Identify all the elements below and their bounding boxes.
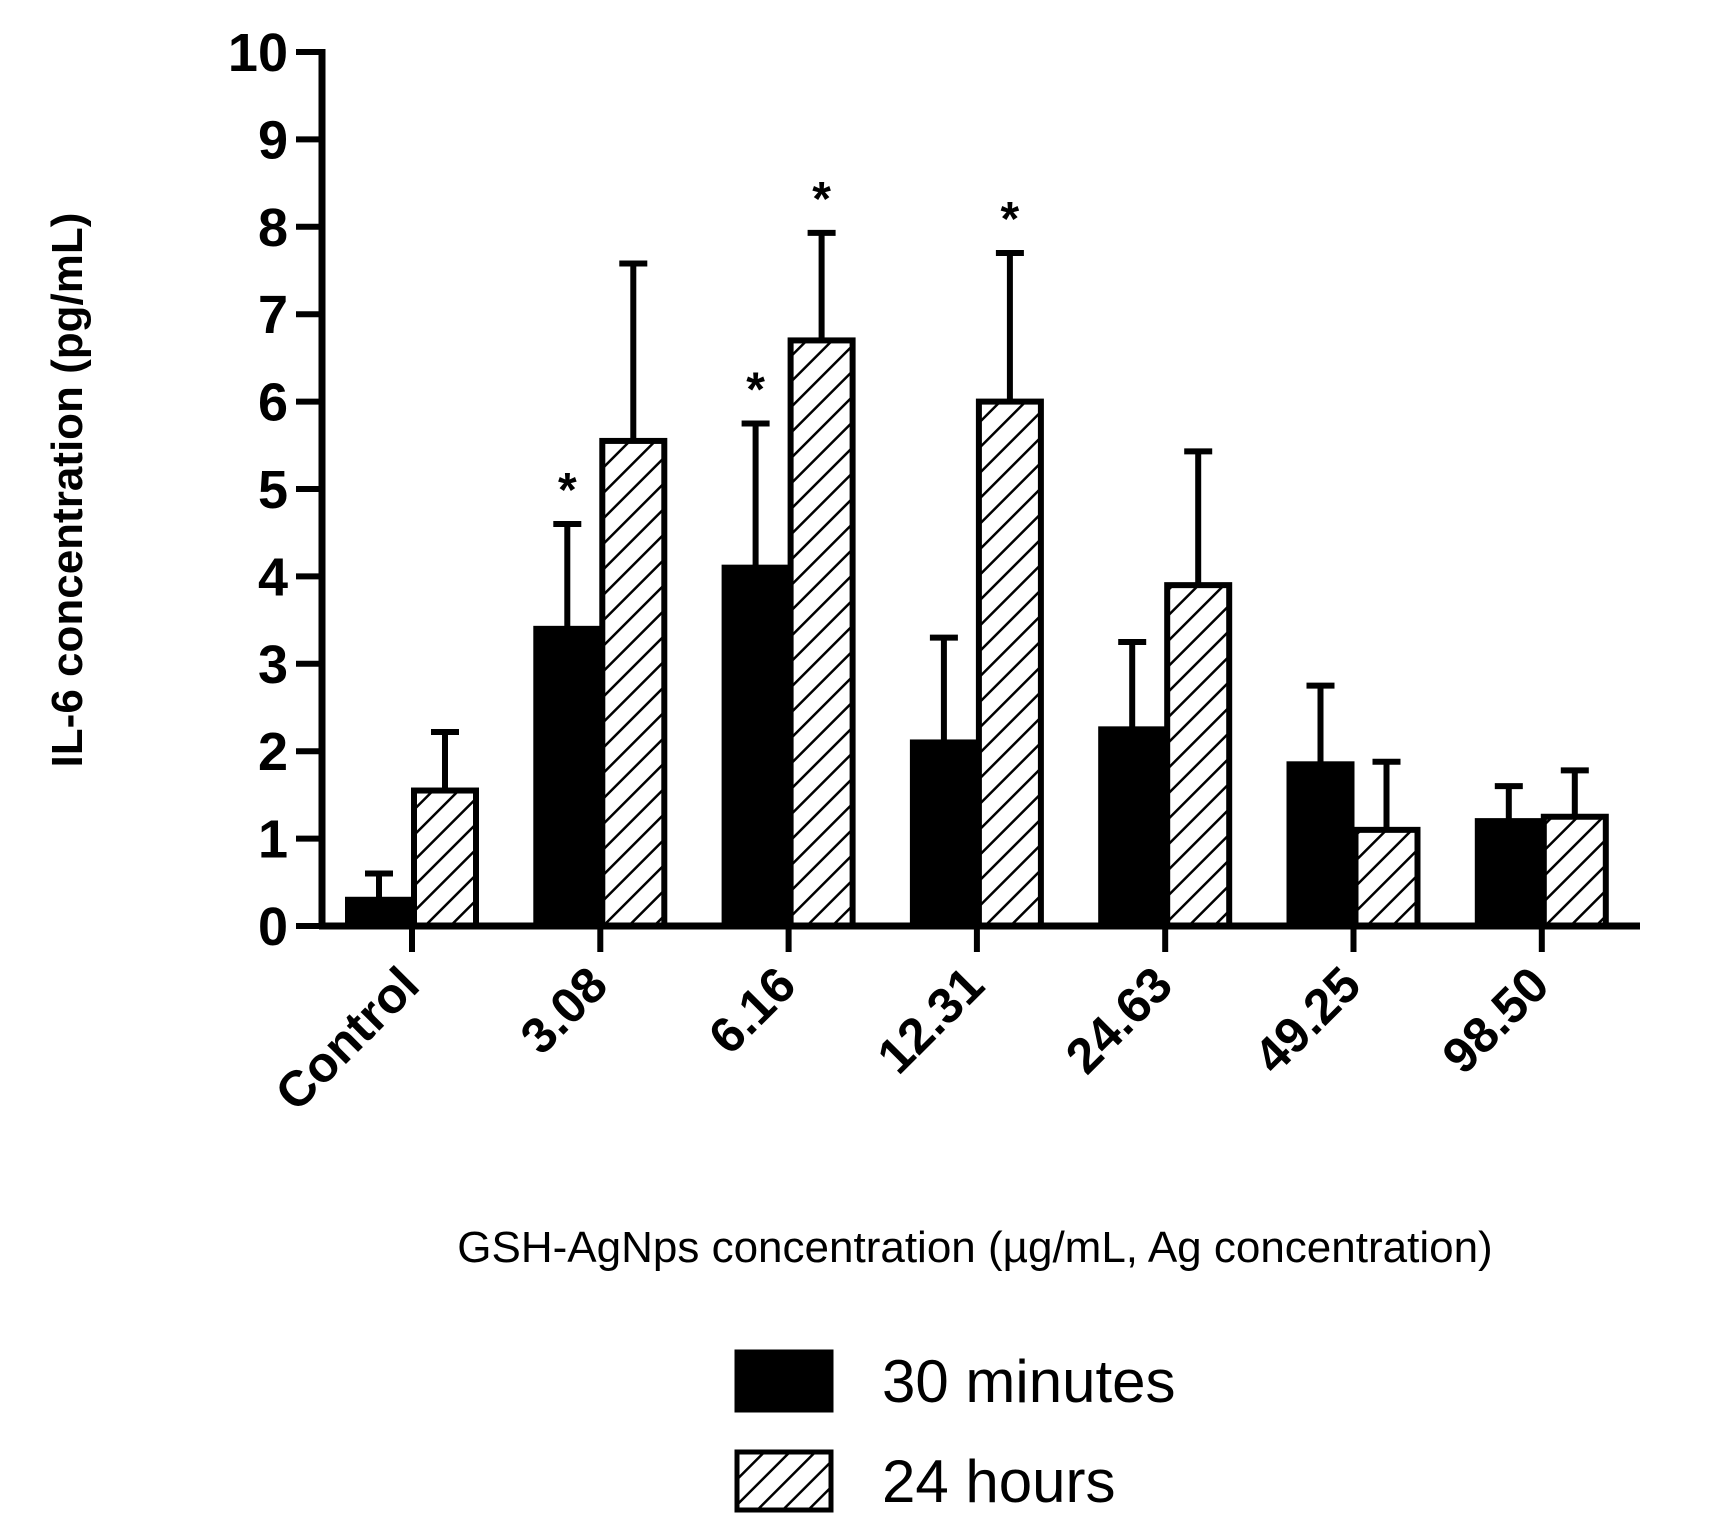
significance-marker: * bbox=[812, 173, 831, 226]
y-tick-label: 5 bbox=[258, 460, 288, 520]
legend: 30 minutes 24 hours bbox=[734, 1348, 1176, 1515]
x-category-label: 98.50 bbox=[1432, 956, 1560, 1084]
bar-24h-0 bbox=[411, 787, 479, 930]
error-bar-30min-1 bbox=[553, 520, 582, 629]
bar-24h-1 bbox=[599, 437, 668, 929]
bar-30min-3 bbox=[909, 739, 978, 930]
x-category-label: 49.25 bbox=[1243, 956, 1371, 1084]
legend-label: 30 minutes bbox=[882, 1348, 1176, 1415]
significance-marker: * bbox=[558, 464, 577, 517]
y-tick-label: 3 bbox=[258, 635, 288, 695]
bar-30min-1 bbox=[533, 625, 602, 930]
error-bars-layer bbox=[365, 229, 1589, 900]
error-bar-24h-1 bbox=[619, 260, 648, 441]
x-axis-label: GSH-AgNps concentration (µg/mL, Ag conce… bbox=[457, 1223, 1492, 1272]
significance-marker: * bbox=[1001, 193, 1020, 246]
bar-30min-6 bbox=[1474, 818, 1543, 929]
bar-24h-5 bbox=[1352, 826, 1421, 929]
error-bar-24h-4 bbox=[1184, 448, 1213, 586]
y-tick-label: 2 bbox=[258, 722, 288, 782]
axes-layer: 0 1 2 3 4 5 6 7 8 9 10 Control 3.08 6.16 12.31 24.63 49.… bbox=[228, 23, 1640, 1121]
bar-24h-3 bbox=[975, 398, 1044, 930]
x-category-label: 24.63 bbox=[1055, 956, 1183, 1084]
error-bar-30min-3 bbox=[929, 634, 958, 743]
error-bar-24h-3 bbox=[995, 250, 1024, 402]
bar-30min-0 bbox=[345, 896, 413, 930]
bars-layer bbox=[345, 337, 1609, 930]
bar-30min-5 bbox=[1286, 761, 1355, 929]
legend-item-24h: 24 hours bbox=[734, 1448, 1116, 1515]
y-tick-label: 9 bbox=[258, 110, 288, 170]
y-tick-label: 1 bbox=[258, 810, 288, 870]
legend-swatch bbox=[734, 1449, 834, 1513]
y-tick-label: 6 bbox=[258, 373, 288, 433]
significance-marker: * bbox=[746, 363, 765, 416]
error-bar-30min-0 bbox=[365, 870, 393, 900]
bar-24h-2 bbox=[787, 337, 856, 930]
y-tick-label: 10 bbox=[228, 23, 288, 83]
y-tick-label: 8 bbox=[258, 198, 288, 258]
bar-30min-4 bbox=[1098, 726, 1167, 929]
error-bar-30min-6 bbox=[1494, 783, 1523, 822]
significance-layer: * * * * bbox=[558, 173, 1020, 517]
error-bar-30min-4 bbox=[1118, 638, 1147, 730]
bar-24h-4 bbox=[1164, 582, 1233, 929]
y-tick-label: 0 bbox=[258, 897, 288, 957]
error-bar-24h-2 bbox=[807, 229, 836, 341]
y-axis-label: IL-6 concentration (pg/mL) bbox=[43, 213, 92, 768]
error-bar-24h-6 bbox=[1560, 767, 1589, 817]
y-tick-label: 4 bbox=[258, 547, 288, 607]
y-tick-label: 7 bbox=[258, 285, 288, 345]
error-bar-30min-5 bbox=[1306, 682, 1335, 765]
error-bar-30min-2 bbox=[741, 420, 770, 568]
legend-swatch bbox=[734, 1349, 834, 1413]
error-bar-24h-0 bbox=[431, 728, 459, 791]
error-bar-24h-5 bbox=[1372, 758, 1401, 830]
x-category-label: 12.31 bbox=[867, 956, 995, 1084]
x-category-label: Control bbox=[265, 956, 430, 1121]
legend-label: 24 hours bbox=[882, 1448, 1116, 1515]
bar-24h-6 bbox=[1540, 813, 1609, 929]
x-category-label: 3.08 bbox=[510, 956, 618, 1064]
x-category-label: 6.16 bbox=[698, 956, 806, 1064]
bar-30min-2 bbox=[721, 564, 790, 929]
legend-item-30min: 30 minutes bbox=[734, 1348, 1176, 1415]
